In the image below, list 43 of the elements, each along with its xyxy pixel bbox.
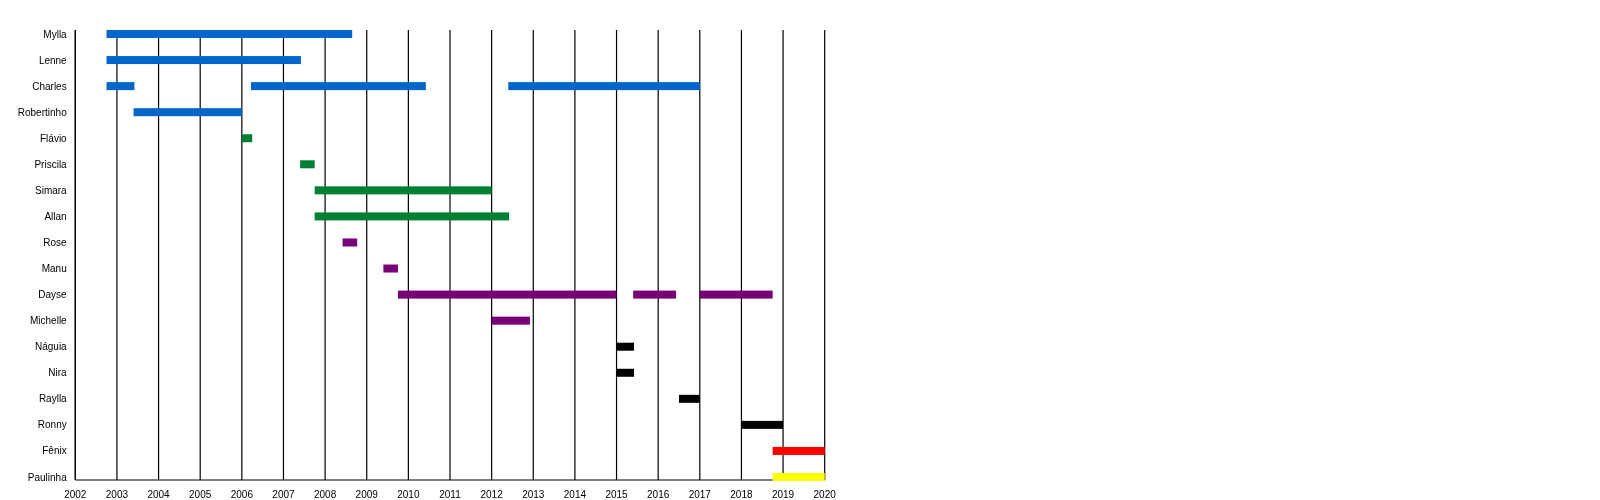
x-tick-label: 2016 [647,489,670,500]
x-tick-label: 2004 [147,489,171,500]
x-tick-label: 2005 [189,489,212,500]
y-tick-label: Ronny [37,419,67,431]
y-tick-label: Dayse [38,289,68,301]
bar [300,160,315,169]
x-tick-label: 2018 [730,489,753,500]
y-tick-label: Raylla [38,393,68,405]
y-tick-label: Charles [32,80,67,92]
y-tick-label: Lenne [38,54,68,66]
y-tick-label: Allan [44,210,67,222]
x-tick-label: 2012 [480,489,504,500]
y-tick-label: Fênix [42,445,67,457]
x-tick-label: 2008 [313,489,337,500]
x-tick-label: 2020 [813,489,837,500]
bar [772,446,825,455]
x-tick-label: 2017 [688,489,712,500]
y-tick-label: Priscila [34,158,68,170]
x-tick-label: 2015 [605,489,629,500]
x-tick-label: 2011 [439,489,462,500]
y-tick-label: Náguia [35,341,68,353]
y-tick-label: Robertinho [17,106,68,118]
x-tick-label: 2014 [563,489,587,500]
y-tick-label: Paulinha [27,471,68,483]
x-tick-label: 2009 [355,489,379,500]
bar [314,212,510,221]
x-tick-label: 2010 [397,489,420,500]
y-tick-label: Rose [43,236,68,248]
x-tick-label: 2002 [64,489,87,500]
y-tick-label: Flávio [40,132,68,144]
y-tick-label: Manu [41,263,67,275]
x-tick-label: 2006 [230,489,254,500]
x-tick-label: 2003 [105,489,129,500]
y-tick-label: Nira [48,367,68,379]
y-tick-label: Simara [35,184,68,196]
x-tick-label: 2007 [272,489,296,500]
x-tick-label: 2013 [522,489,545,500]
bar [314,186,492,195]
y-tick-label: Mylla [43,28,68,40]
bar [772,473,825,481]
bar [241,134,253,143]
x-tick-label: 2019 [771,489,795,500]
y-tick-label: Michelle [30,315,68,327]
